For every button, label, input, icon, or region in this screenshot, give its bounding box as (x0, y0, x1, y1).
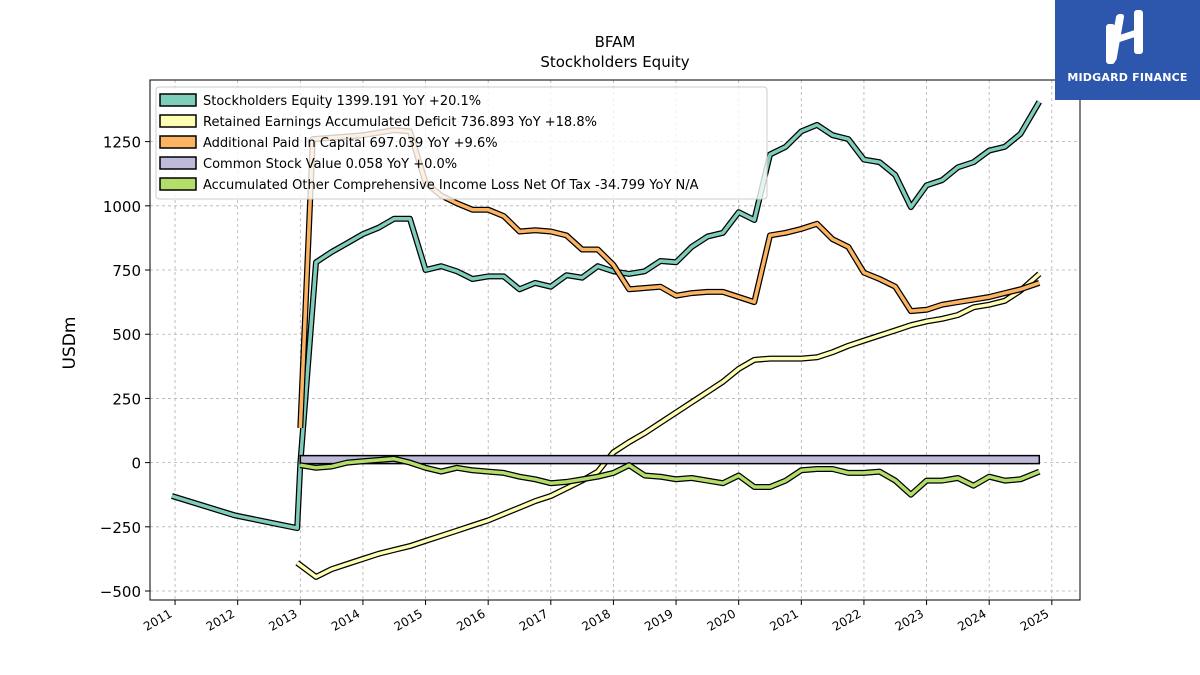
y-tick-label: 750 (112, 262, 141, 280)
series-2 (295, 271, 1042, 580)
y-tick-label: 250 (112, 390, 141, 408)
series-line (299, 454, 1041, 465)
legend-swatch (159, 114, 197, 128)
series-line (171, 100, 1041, 530)
legend: Stockholders Equity 1399.191 YoY +20.1% R… (155, 86, 768, 200)
series-line (296, 272, 1041, 579)
chart-title: BFAM (595, 33, 636, 51)
legend-swatch (159, 135, 197, 149)
plot-frame (149, 79, 1081, 601)
series-5 (299, 455, 1041, 498)
midgard-finance-logo: MIDGARD FINANCE (1055, 0, 1200, 100)
legend-swatch (159, 156, 197, 170)
legend-box (155, 86, 768, 200)
legend-label: Additional Paid In Capital 697.039 YoY +… (203, 136, 498, 151)
y-tick-label: 0 (131, 455, 141, 473)
y-tick-label: 1000 (103, 198, 141, 216)
chart-subtitle: Stockholders Equity (540, 53, 689, 71)
series-line (300, 457, 1040, 497)
logo-text: MIDGARD FINANCE (1067, 71, 1188, 84)
y-tick-label: −500 (100, 583, 141, 601)
y-tick-label: 1250 (103, 134, 141, 152)
legend-swatch (159, 177, 197, 191)
legend-label: Accumulated Other Comprehensive Income L… (203, 178, 699, 193)
legend-label: Common Stock Value 0.058 YoY +0.0% (203, 157, 457, 172)
series-4 (299, 454, 1041, 465)
logo-mark-icon (1106, 10, 1143, 64)
series-1 (171, 100, 1042, 532)
y-axis-label: USDm (60, 317, 80, 370)
y-tick-label: −250 (100, 519, 141, 537)
y-tick-label: 500 (112, 326, 141, 344)
legend-label: Stockholders Equity 1399.191 YoY +20.1% (203, 94, 481, 109)
legend-swatch (159, 93, 197, 107)
legend-label: Retained Earnings Accumulated Deficit 73… (203, 115, 597, 130)
